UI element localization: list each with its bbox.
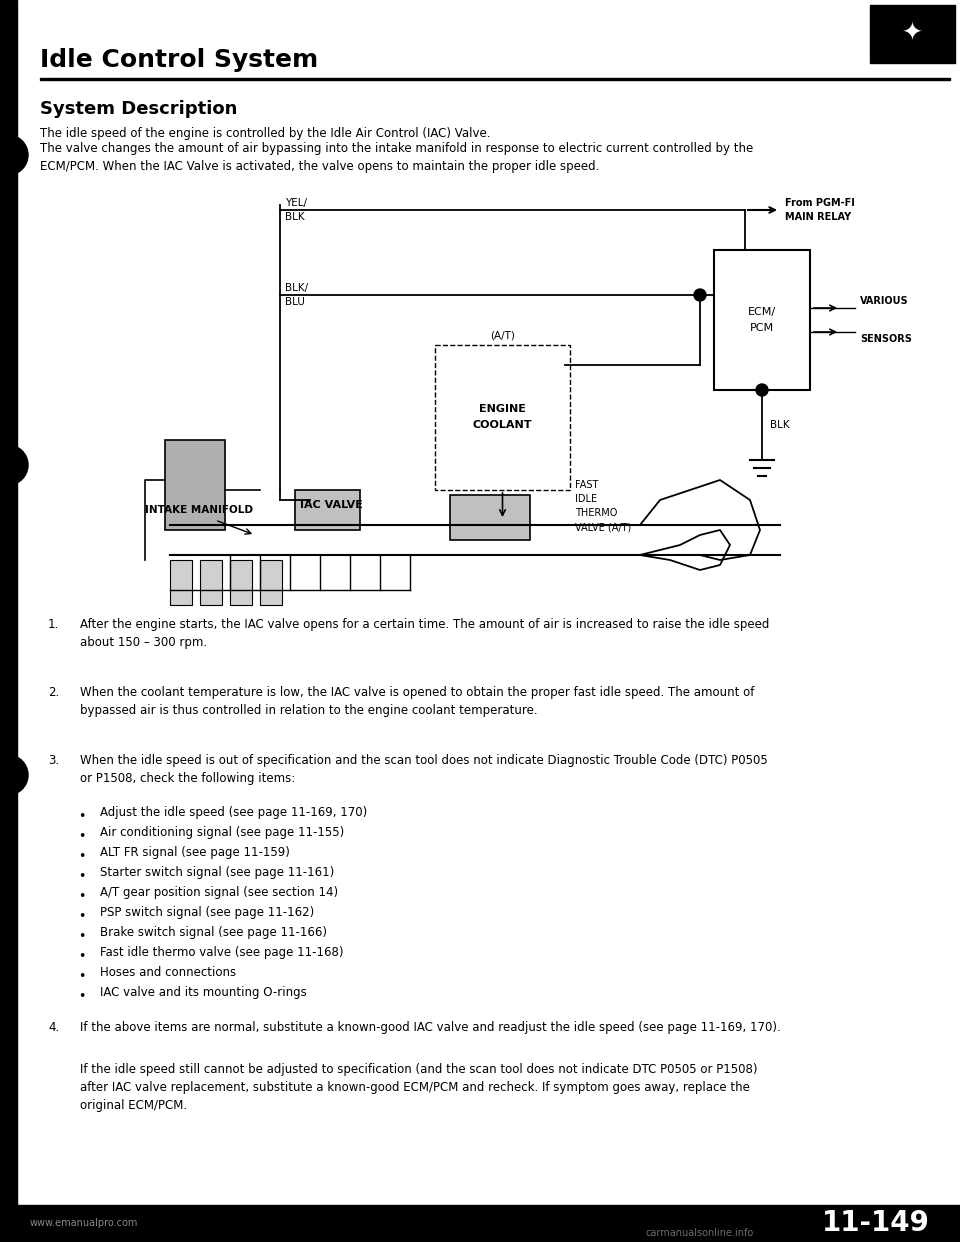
Circle shape <box>0 135 28 175</box>
Text: IAC VALVE: IAC VALVE <box>300 501 363 510</box>
Text: BLK/: BLK/ <box>285 283 308 293</box>
Bar <box>450 496 530 540</box>
Text: 11-149: 11-149 <box>822 1208 930 1237</box>
Text: 1.: 1. <box>48 619 60 631</box>
Text: carmanualsonline.info: carmanualsonline.info <box>646 1228 755 1238</box>
Text: BLU: BLU <box>285 297 305 307</box>
Text: When the coolant temperature is low, the IAC valve is opened to obtain the prope: When the coolant temperature is low, the… <box>80 686 755 717</box>
Text: COOLANT: COOLANT <box>472 421 532 431</box>
Text: www.emanualpro.com: www.emanualpro.com <box>30 1218 138 1228</box>
Text: VARIOUS: VARIOUS <box>860 296 908 306</box>
Text: •: • <box>79 850 85 863</box>
Text: YEL/: YEL/ <box>285 197 307 207</box>
Bar <box>295 491 360 530</box>
Text: ECM/: ECM/ <box>748 307 776 317</box>
Bar <box>714 250 810 390</box>
Text: Air conditioning signal (see page 11-155): Air conditioning signal (see page 11-155… <box>100 826 345 840</box>
Text: If the above items are normal, substitute a known-good IAC valve and readjust th: If the above items are normal, substitut… <box>80 1021 780 1035</box>
Text: BLK: BLK <box>285 212 304 222</box>
Text: After the engine starts, the IAC valve opens for a certain time. The amount of a: After the engine starts, the IAC valve o… <box>80 619 769 650</box>
Text: •: • <box>79 930 85 943</box>
Bar <box>435 345 570 491</box>
Text: •: • <box>79 990 85 1004</box>
Text: PSP switch signal (see page 11-162): PSP switch signal (see page 11-162) <box>100 905 314 919</box>
Text: 3.: 3. <box>48 754 60 768</box>
Text: If the idle speed still cannot be adjusted to specification (and the scan tool d: If the idle speed still cannot be adjust… <box>80 1063 757 1112</box>
Text: INTAKE MANIFOLD: INTAKE MANIFOLD <box>145 505 253 515</box>
Bar <box>260 560 282 605</box>
Bar <box>40 78 950 79</box>
Text: ✦: ✦ <box>901 22 923 46</box>
Text: •: • <box>79 869 85 883</box>
Text: Brake switch signal (see page 11-166): Brake switch signal (see page 11-166) <box>100 927 327 939</box>
Text: The valve changes the amount of air bypassing into the intake manifold in respon: The valve changes the amount of air bypa… <box>40 142 754 173</box>
Circle shape <box>0 755 28 795</box>
Circle shape <box>0 445 28 484</box>
Text: •: • <box>79 830 85 843</box>
Text: IAC valve and its mounting O-rings: IAC valve and its mounting O-rings <box>100 986 307 999</box>
Text: PCM: PCM <box>750 323 774 333</box>
Bar <box>0 0 17 1242</box>
Text: •: • <box>79 970 85 982</box>
Text: When the idle speed is out of specification and the scan tool does not indicate : When the idle speed is out of specificat… <box>80 754 768 785</box>
Text: System Description: System Description <box>40 101 237 118</box>
Text: •: • <box>79 810 85 823</box>
Bar <box>165 440 225 530</box>
Text: From PGM-FI: From PGM-FI <box>785 197 854 207</box>
Text: SENSORS: SENSORS <box>860 334 912 344</box>
Text: MAIN RELAY: MAIN RELAY <box>785 212 852 222</box>
Text: •: • <box>79 891 85 903</box>
Bar <box>230 560 252 605</box>
Text: •: • <box>79 910 85 923</box>
Text: FAST: FAST <box>575 479 598 491</box>
Text: BLK: BLK <box>770 420 790 430</box>
Text: •: • <box>79 950 85 963</box>
Text: Fast idle thermo valve (see page 11-168): Fast idle thermo valve (see page 11-168) <box>100 946 344 959</box>
Text: ALT FR signal (see page 11-159): ALT FR signal (see page 11-159) <box>100 846 290 859</box>
Text: ENGINE: ENGINE <box>479 405 526 415</box>
Circle shape <box>694 289 706 301</box>
Bar <box>170 560 192 605</box>
Text: THERMO: THERMO <box>575 508 617 518</box>
Text: The idle speed of the engine is controlled by the Idle Air Control (IAC) Valve.: The idle speed of the engine is controll… <box>40 127 491 140</box>
Bar <box>870 5 955 63</box>
Text: VALVE (A/T): VALVE (A/T) <box>575 522 632 532</box>
Text: Hoses and connections: Hoses and connections <box>100 966 236 979</box>
Text: IDLE: IDLE <box>575 494 597 504</box>
Text: 2.: 2. <box>48 686 60 699</box>
Text: A/T gear position signal (see section 14): A/T gear position signal (see section 14… <box>100 886 338 899</box>
Bar <box>0 1205 960 1242</box>
Text: Idle Control System: Idle Control System <box>40 48 319 72</box>
Text: 4.: 4. <box>48 1021 60 1035</box>
Circle shape <box>756 384 768 396</box>
Text: Starter switch signal (see page 11-161): Starter switch signal (see page 11-161) <box>100 866 334 879</box>
Text: Adjust the idle speed (see page 11-169, 170): Adjust the idle speed (see page 11-169, … <box>100 806 368 818</box>
Bar <box>200 560 222 605</box>
Text: (A/T): (A/T) <box>490 330 515 340</box>
